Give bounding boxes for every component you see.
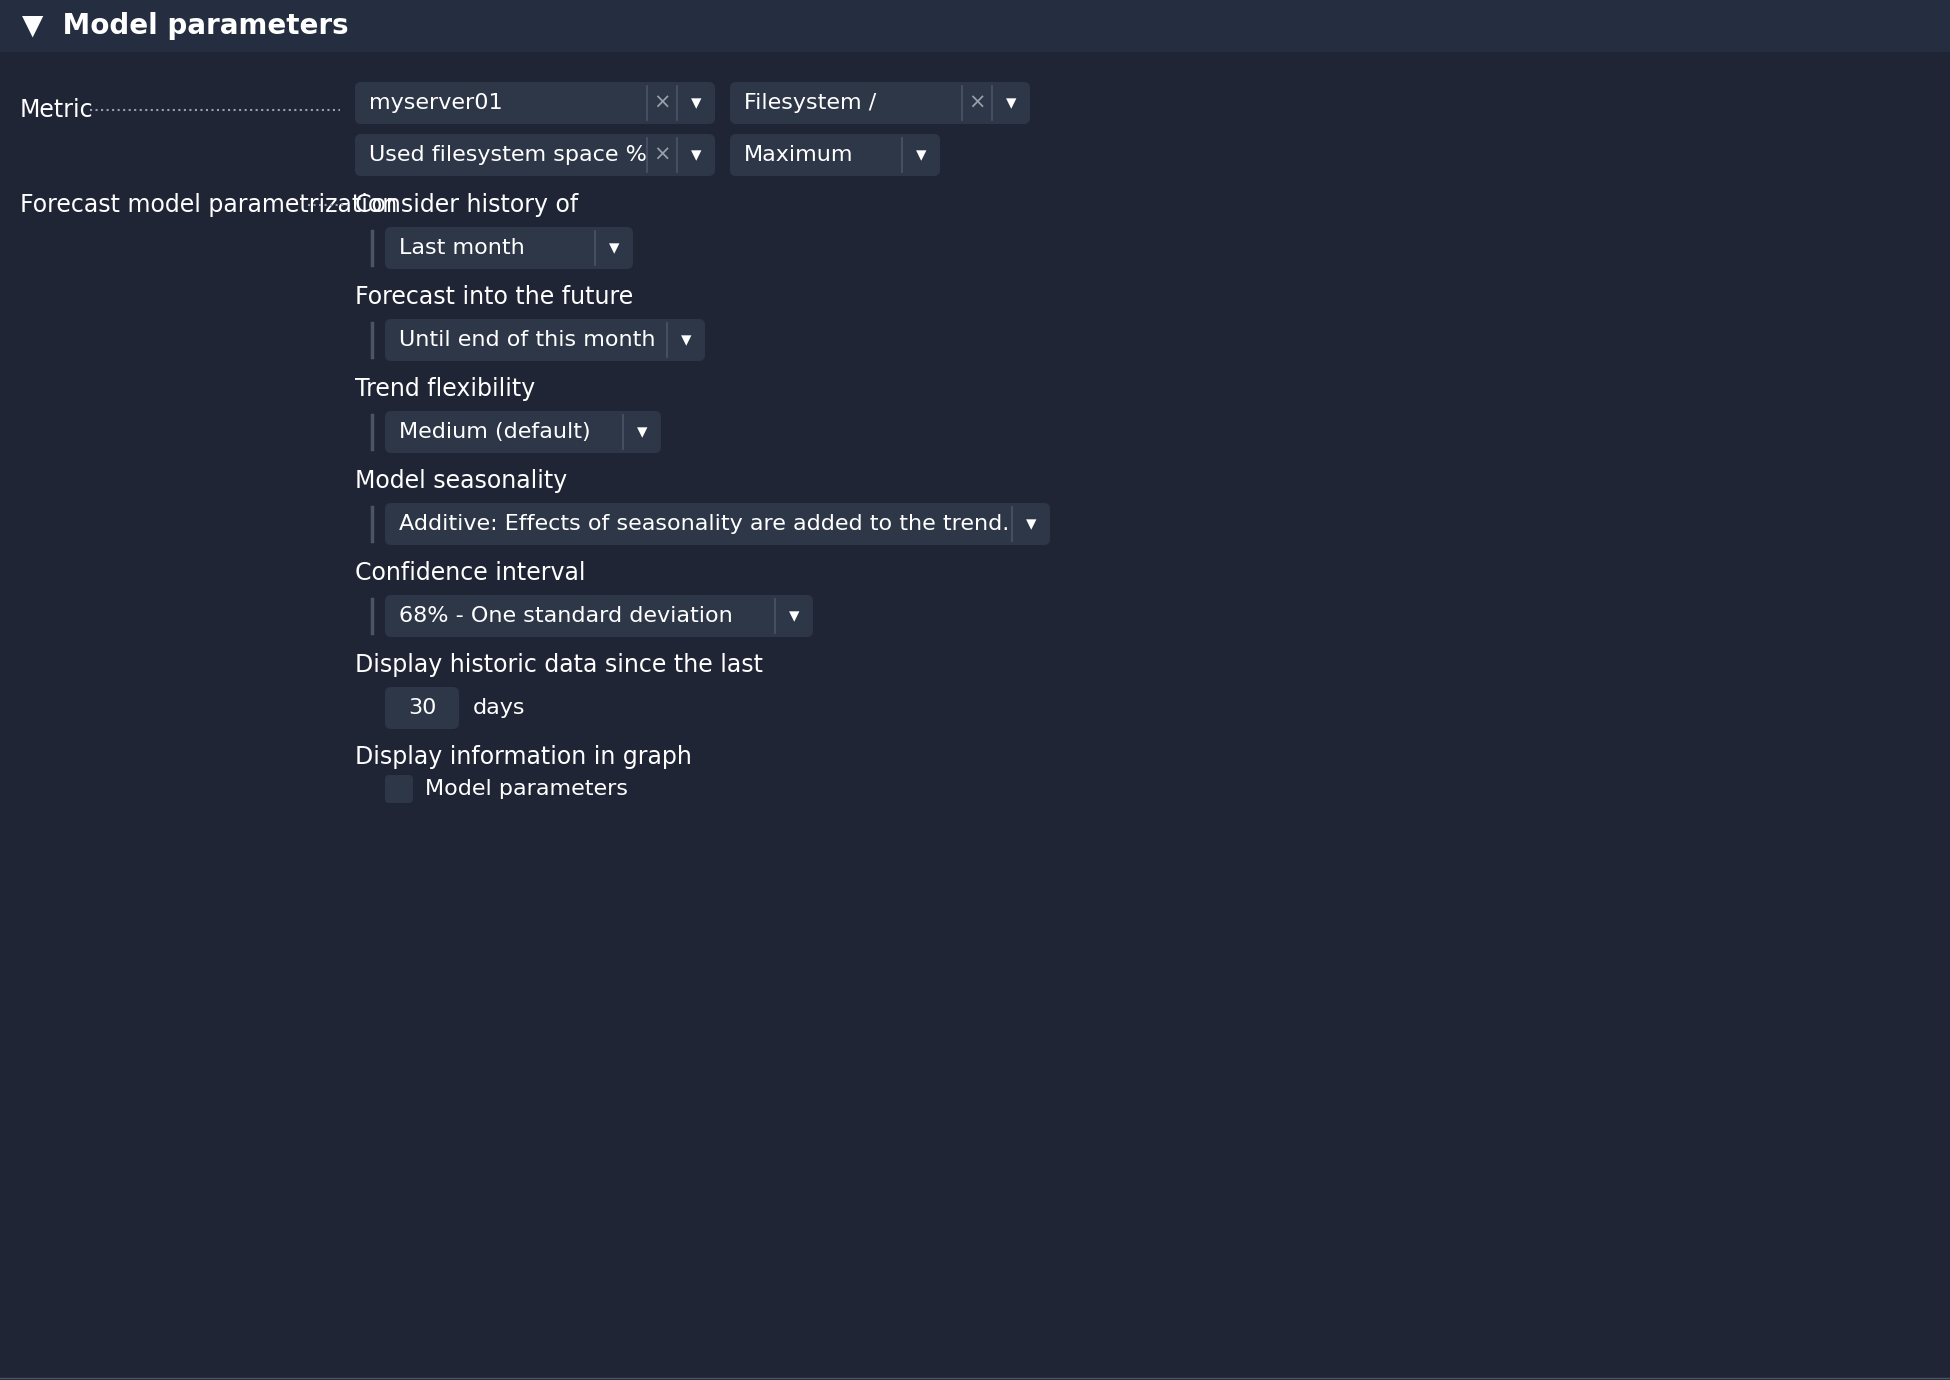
Text: ▾: ▾ (690, 92, 702, 113)
Text: Consider history of: Consider history of (355, 193, 579, 217)
Text: 30: 30 (408, 698, 437, 718)
FancyBboxPatch shape (384, 502, 1049, 545)
Text: Trend flexibility: Trend flexibility (355, 377, 534, 402)
Text: Used filesystem space %: Used filesystem space % (369, 145, 647, 166)
Text: ▾: ▾ (690, 145, 702, 166)
Text: ▾: ▾ (638, 422, 647, 442)
Text: Until end of this month: Until end of this month (400, 330, 655, 351)
Text: Maximum: Maximum (745, 145, 854, 166)
FancyBboxPatch shape (384, 687, 458, 729)
Text: Additive: Effects of seasonality are added to the trend.: Additive: Effects of seasonality are add… (400, 513, 1010, 534)
Text: days: days (474, 698, 525, 718)
FancyBboxPatch shape (384, 226, 634, 269)
FancyBboxPatch shape (355, 134, 716, 177)
FancyBboxPatch shape (384, 319, 706, 362)
FancyBboxPatch shape (384, 411, 661, 453)
Text: ×: × (653, 145, 671, 166)
FancyBboxPatch shape (384, 776, 413, 803)
Text: Filesystem /: Filesystem / (745, 92, 876, 113)
Text: ▾: ▾ (1026, 513, 1035, 534)
FancyBboxPatch shape (0, 0, 1950, 52)
Text: ×: × (969, 92, 987, 113)
Text: Forecast into the future: Forecast into the future (355, 286, 634, 309)
Text: Metric: Metric (20, 98, 94, 121)
Text: Medium (default): Medium (default) (400, 422, 591, 442)
Text: Display historic data since the last: Display historic data since the last (355, 653, 762, 678)
Text: Last month: Last month (400, 237, 525, 258)
Text: ×: × (653, 92, 671, 113)
Text: 68% - One standard deviation: 68% - One standard deviation (400, 606, 733, 627)
FancyBboxPatch shape (384, 595, 813, 638)
Text: ▼  Model parameters: ▼ Model parameters (21, 12, 349, 40)
Text: myserver01: myserver01 (369, 92, 503, 113)
Text: Forecast model parametrization: Forecast model parametrization (20, 193, 398, 217)
Text: ▾: ▾ (681, 330, 690, 351)
Text: ▾: ▾ (788, 606, 800, 627)
Text: ▾: ▾ (608, 237, 620, 258)
FancyBboxPatch shape (729, 81, 1030, 124)
Text: Display information in graph: Display information in graph (355, 745, 692, 769)
FancyBboxPatch shape (729, 134, 940, 177)
Text: ▾: ▾ (916, 145, 926, 166)
Text: ▾: ▾ (1006, 92, 1016, 113)
FancyBboxPatch shape (355, 81, 716, 124)
Text: Confidence interval: Confidence interval (355, 562, 585, 585)
Text: Model seasonality: Model seasonality (355, 469, 567, 493)
Text: Model parameters: Model parameters (425, 778, 628, 799)
